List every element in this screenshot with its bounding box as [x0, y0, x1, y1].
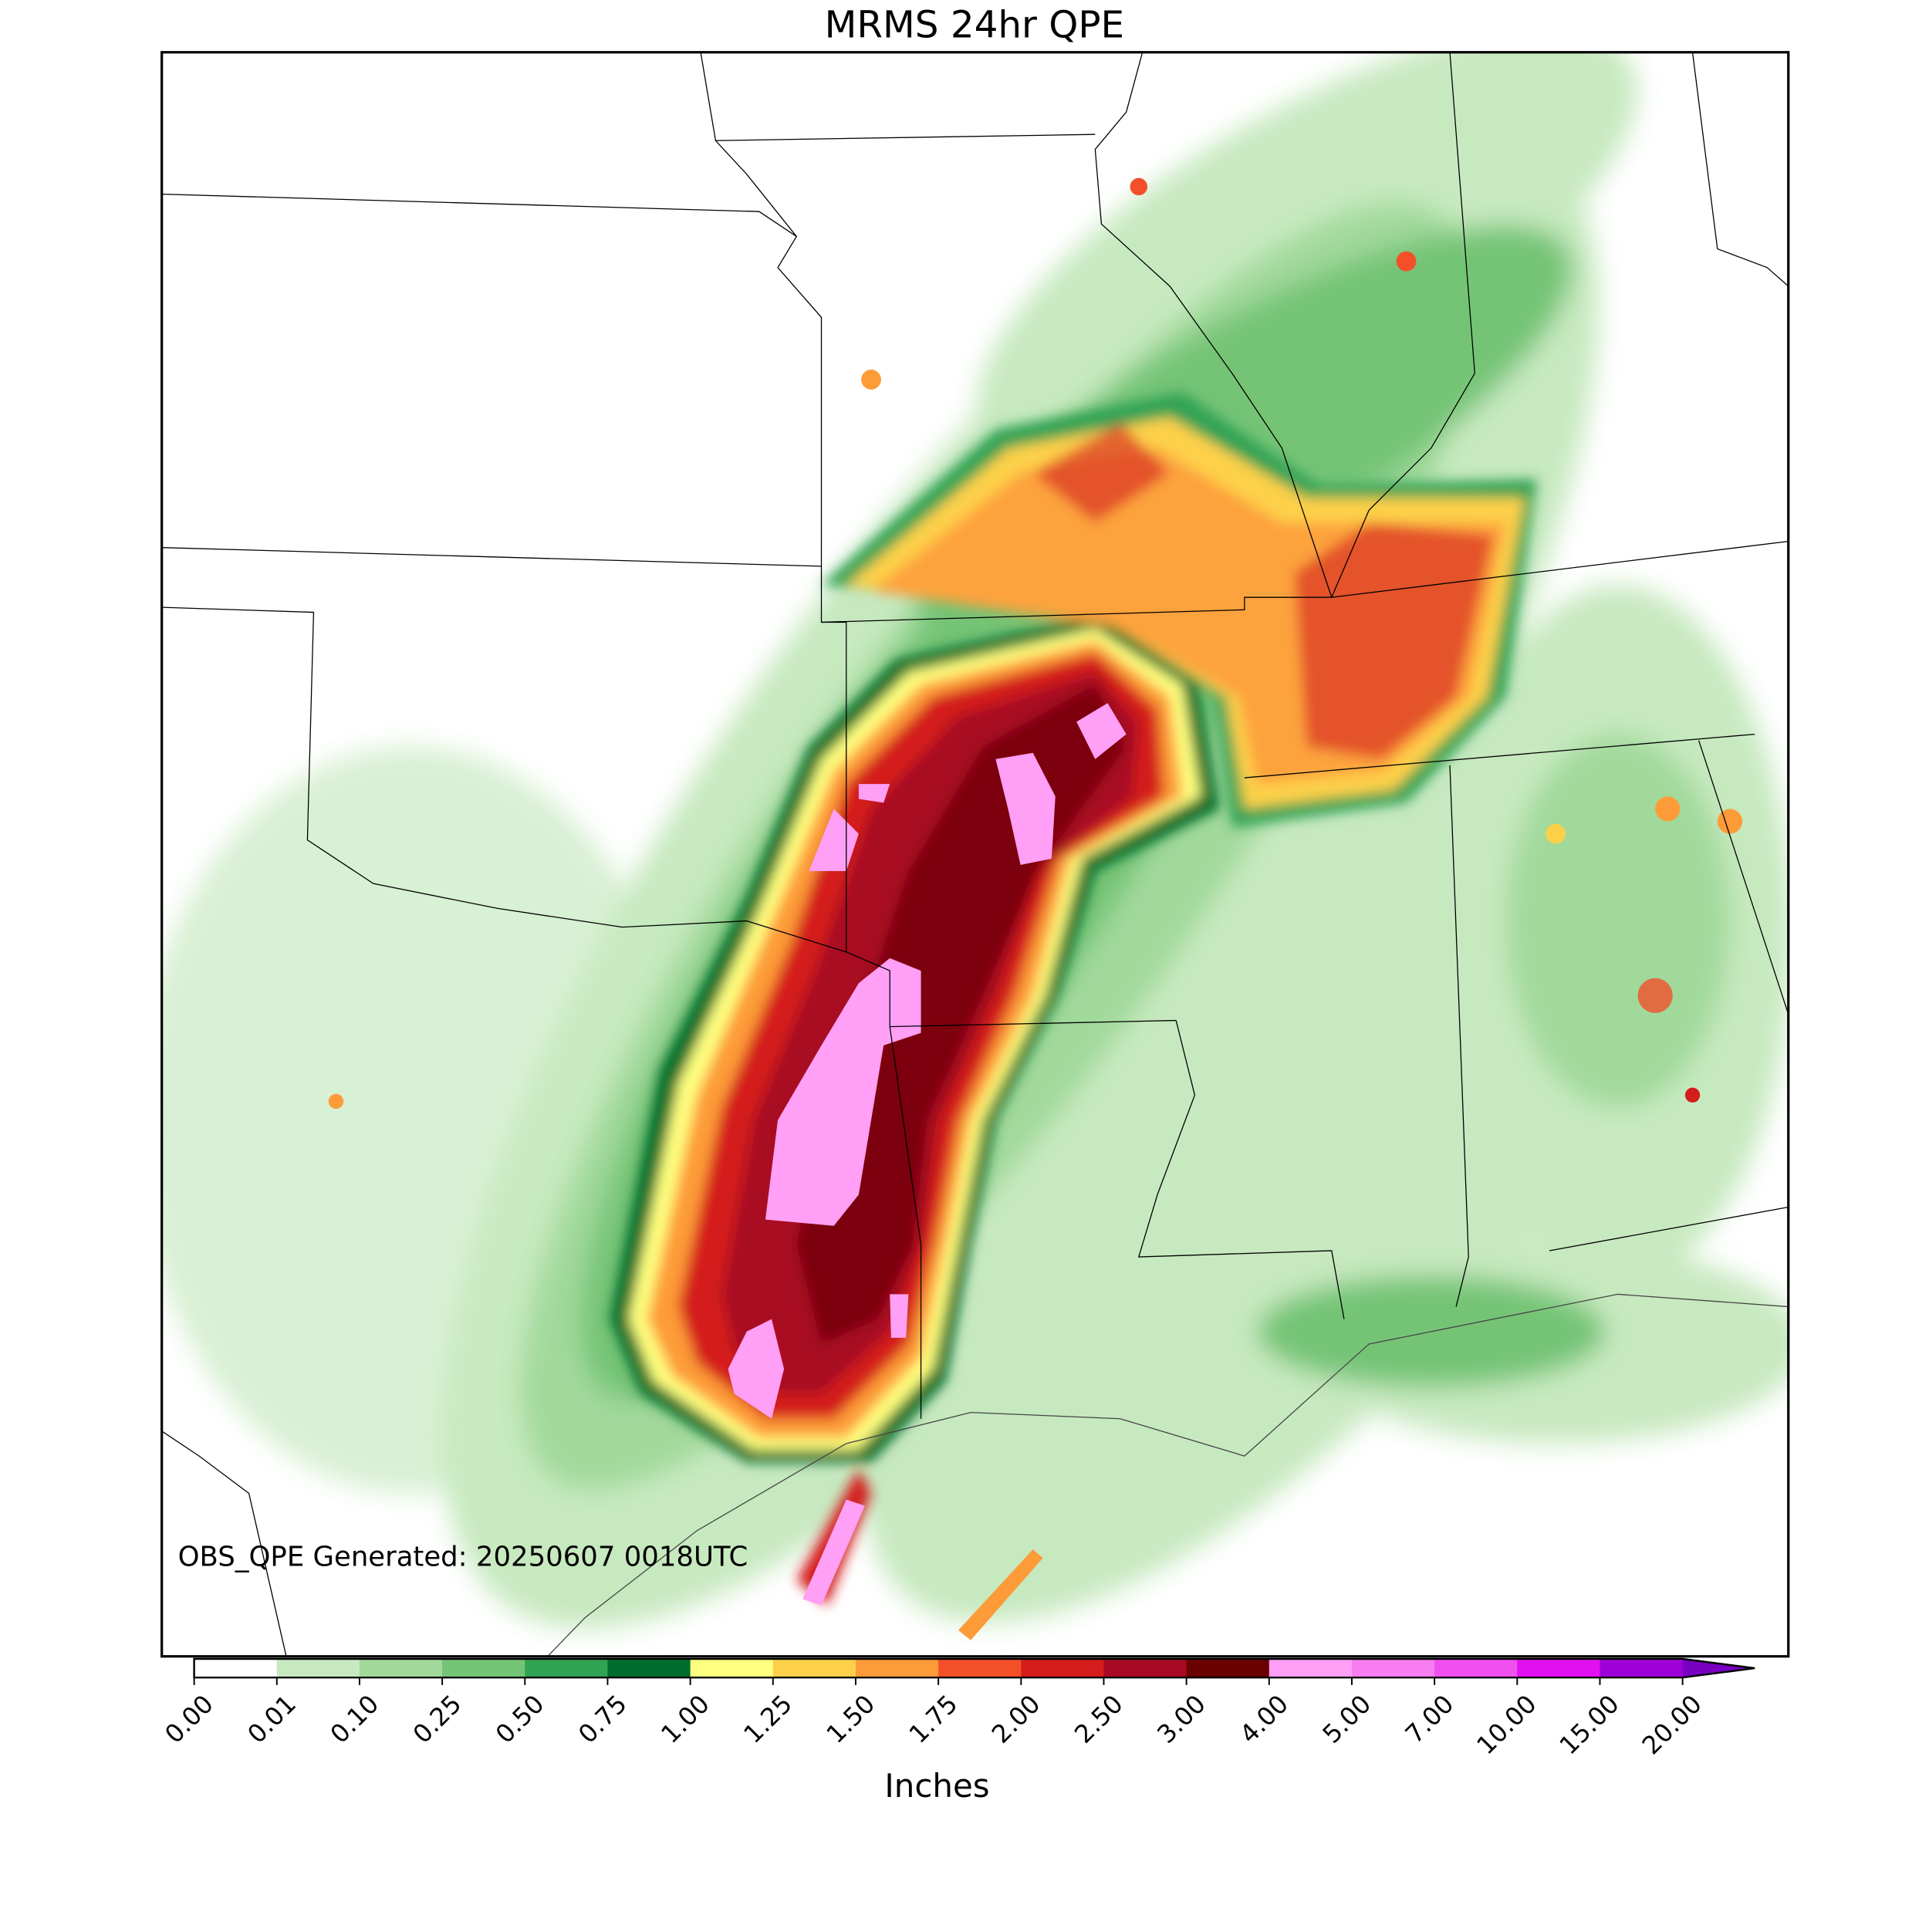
- colorbar-tick-label: 10.00: [1471, 1689, 1542, 1760]
- precip-field: [161, 52, 1789, 1657]
- rain-extreme: [728, 703, 1127, 1606]
- colorbar-tick-label: 3.00: [1151, 1689, 1211, 1749]
- colorbar-tick-label: 1.75: [904, 1689, 964, 1749]
- colorbar-segment: [359, 1659, 443, 1678]
- annotation: OBS_QPE Generated: 20250607 0018UTC: [178, 1541, 748, 1572]
- colorbar: 0.00 0.01 0.10 0.25 0.50 0.75 1.00 1.25 1.50 1.75…: [159, 1657, 1755, 1760]
- colorbar-segment: [276, 1659, 360, 1678]
- colorbar-segment: [194, 1659, 278, 1678]
- colorbar-tick-label: 2.50: [1069, 1689, 1129, 1749]
- colorbar-segment: [1103, 1659, 1187, 1678]
- colorbar-tick-label: 0.01: [242, 1689, 302, 1749]
- colorbar-tick-label: 0.50: [490, 1689, 550, 1749]
- colorbar-tick-label: 5.00: [1317, 1689, 1377, 1749]
- colorbar-tick-label: 15.00: [1554, 1689, 1625, 1760]
- colorbar-tick-label: 4.00: [1234, 1689, 1294, 1749]
- colorbar-segment: [1600, 1659, 1684, 1678]
- colorbar-tick-label: 1.00: [655, 1689, 715, 1749]
- colorbar-tick-label: 0.00: [159, 1689, 219, 1749]
- rain-speckles: [328, 177, 1743, 1640]
- colorbar-segment: [855, 1659, 939, 1678]
- colorbar-tick-label: 1.25: [738, 1689, 798, 1749]
- colorbar-segment: [525, 1659, 609, 1678]
- colorbar-segment: [1021, 1659, 1105, 1678]
- colorbar-segment: [1351, 1659, 1435, 1678]
- colorbar-tick-label: 1.50: [821, 1689, 881, 1749]
- colorbar-tick-label: 0.75: [573, 1689, 633, 1749]
- map-title: MRMS 24hr QPE: [825, 3, 1124, 46]
- map-frame: [160, 51, 1790, 1658]
- colorbar-segment: [690, 1659, 774, 1678]
- colorbar-tick-label: 7.00: [1400, 1689, 1460, 1749]
- colorbar-segment: [607, 1659, 691, 1678]
- colorbar-tick-label: 20.00: [1637, 1689, 1708, 1760]
- colorbar-segment: [442, 1659, 526, 1678]
- colorbar-label: Inches: [884, 1767, 989, 1805]
- colorbar-segment: [1434, 1659, 1519, 1678]
- colorbar-segment: [1186, 1659, 1270, 1678]
- colorbar-segment: [1269, 1659, 1353, 1678]
- colorbar-segment: [1517, 1659, 1601, 1678]
- colorbar-tick-label: 0.10: [325, 1689, 385, 1749]
- colorbar-segment: [938, 1659, 1022, 1678]
- state-borders: [161, 52, 1789, 1657]
- colorbar-outline: [193, 1657, 1755, 1679]
- colorbar-tick-label: 2.00: [986, 1689, 1046, 1749]
- colorbar-segment: [772, 1659, 856, 1678]
- colorbar-tick-label: 0.25: [407, 1689, 468, 1749]
- colorbar-extend: [1682, 1659, 1755, 1678]
